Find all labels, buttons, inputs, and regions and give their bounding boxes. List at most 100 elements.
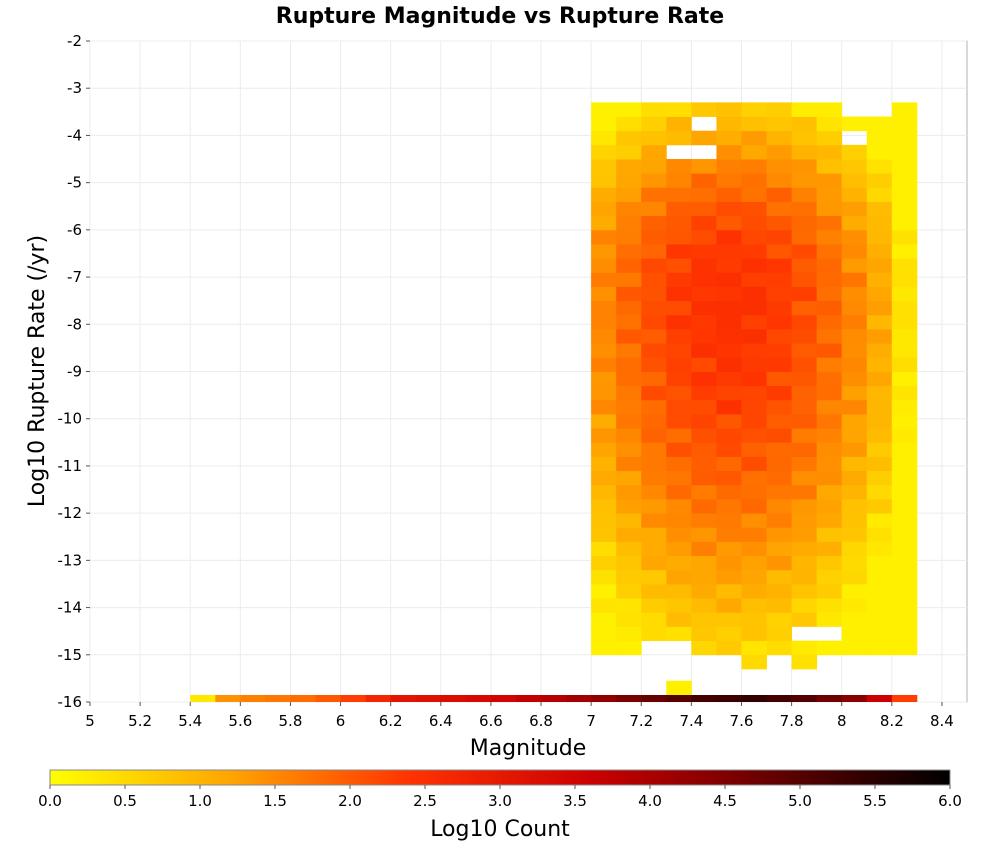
heatmap-cell (766, 229, 792, 245)
heatmap-cell (591, 612, 617, 627)
heatmap-cell (666, 201, 692, 217)
heatmap-cell (766, 286, 792, 302)
heatmap-cell (766, 695, 792, 702)
heatmap-cell (741, 598, 767, 613)
heatmap-cell (641, 343, 667, 358)
heatmap-cell (841, 470, 868, 486)
heatmap-cell (741, 343, 767, 358)
heatmap-cell (791, 442, 818, 457)
heatmap-cell (791, 130, 818, 146)
heatmap-cell (866, 527, 893, 542)
heatmap-cell (766, 413, 792, 429)
y-tick-label: -11 (58, 457, 83, 475)
heatmap-cell (841, 626, 868, 642)
heatmap-cell (716, 272, 742, 287)
heatmap-cell (891, 272, 918, 287)
heatmap-cell (666, 583, 692, 599)
heatmap-cell (816, 329, 843, 344)
heatmap-cell (766, 640, 792, 656)
heatmap-cell (691, 329, 717, 344)
heatmap-cell (891, 159, 918, 174)
heatmap-cell (515, 695, 542, 702)
heatmap-cell (816, 428, 843, 443)
heatmap-cell (641, 695, 667, 702)
heatmap-cell (591, 300, 617, 316)
heatmap-cell (841, 484, 868, 500)
heatmap-cell (816, 357, 843, 372)
heatmap-cell (841, 456, 868, 472)
heatmap-cell (591, 527, 617, 542)
y-tick-label: -10 (58, 410, 83, 428)
heatmap-cell (866, 314, 893, 330)
heatmap-cell (791, 286, 818, 302)
heatmap-cell (816, 173, 843, 188)
colorbar-tick-label: 1.5 (263, 792, 287, 810)
heatmap-cell (691, 527, 717, 542)
heatmap-cell (716, 640, 742, 656)
heatmap-cell (866, 695, 893, 702)
heatmap-cell (816, 215, 843, 231)
heatmap-cell (766, 159, 792, 174)
heatmap-cell (591, 244, 617, 259)
heatmap-cell (791, 456, 818, 472)
heatmap-cell (816, 470, 843, 486)
heatmap-cell (616, 201, 642, 217)
heatmap-cell (866, 371, 893, 387)
heatmap-cell (465, 695, 492, 702)
heatmap-cell (791, 272, 818, 287)
y-tick-label: -8 (67, 315, 82, 333)
heatmap-cell (741, 612, 767, 627)
heatmap-cell (691, 470, 717, 486)
heatmap-cell (415, 695, 442, 702)
heatmap-cell (716, 399, 742, 415)
heatmap-cell (691, 272, 717, 287)
heatmap-cell (591, 498, 617, 514)
heatmap-cell (641, 470, 667, 486)
heatmap-cell (666, 541, 692, 557)
heatmap-cell (691, 442, 717, 457)
heatmap-cell (891, 258, 918, 273)
heatmap-cell (791, 314, 818, 330)
heatmap-cell (741, 555, 767, 571)
heatmap-cell (666, 680, 692, 696)
heatmap-cell (616, 144, 642, 160)
heatmap-cell (716, 187, 742, 202)
heatmap-cell (866, 484, 893, 500)
x-tick-label: 7.8 (780, 712, 804, 730)
heatmap-cell (766, 541, 792, 557)
heatmap-cell (716, 695, 742, 702)
heatmap-cell (666, 598, 692, 613)
colorbar-tick-label: 3.5 (563, 792, 587, 810)
heatmap-cell (866, 187, 893, 202)
heatmap-cell (591, 569, 617, 585)
heatmap-cell (766, 314, 792, 330)
heatmap-cell (791, 343, 818, 358)
heatmap-cell (691, 498, 717, 514)
heatmap-cell (641, 555, 667, 571)
heatmap-cell (816, 399, 843, 415)
heatmap-cell (616, 357, 642, 372)
heatmap-cell (716, 555, 742, 571)
heatmap-cell (716, 244, 742, 259)
heatmap-cell (691, 258, 717, 273)
colorbar-tick-label: 0.0 (38, 792, 62, 810)
heatmap-cell (841, 513, 868, 528)
heatmap-cell (666, 244, 692, 259)
heatmap-cell (616, 371, 642, 387)
heatmap-cell (691, 598, 717, 613)
heatmap-cell (691, 343, 717, 358)
heatmap-cell (741, 215, 767, 231)
heatmap-cell (891, 640, 918, 656)
heatmap-cell (866, 583, 893, 599)
heatmap-cell (841, 187, 868, 202)
heatmap-cell (641, 187, 667, 202)
heatmap-cell (816, 130, 843, 146)
heatmap-cell (741, 654, 767, 670)
heatmap-cell (591, 102, 617, 117)
heatmap-cell (841, 527, 868, 542)
heatmap-cell (591, 159, 617, 174)
heatmap-cell (591, 456, 617, 472)
heatmap-cell (641, 116, 667, 132)
heatmap-cell (891, 413, 918, 429)
heatmap-cell (591, 626, 617, 642)
